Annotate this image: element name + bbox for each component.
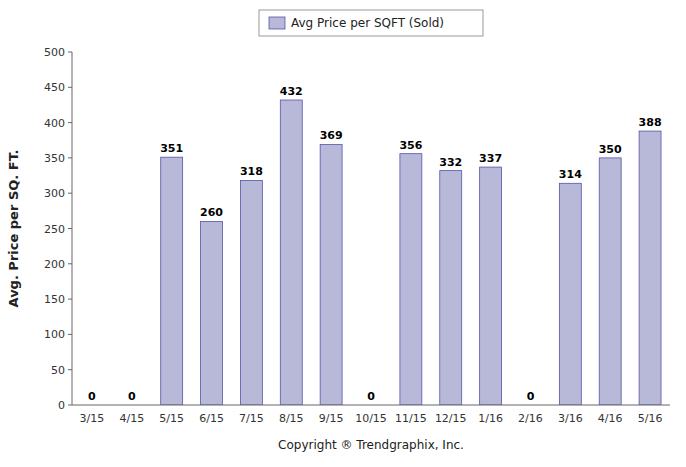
data-label: 318 [240,165,263,178]
data-label: 350 [599,143,622,156]
y-axis-label: Avg. Price per SQ. FT. [6,150,21,308]
y-tick-label: 400 [44,117,65,130]
bar [161,157,183,405]
bar [639,131,661,405]
y-tick [68,193,72,194]
y-tick [68,157,72,158]
y-tick-label: 150 [44,293,65,306]
x-tick-label: 3/15 [80,412,105,425]
chart-container: 0 0 351 260 318 432 369 0 356 332 337 0 314 350 388 0 50… [0,0,686,467]
x-axis: 3/15 4/15 5/15 6/15 7/15 8/15 9/15 10/15 11/15 12… [72,405,670,425]
x-axis-label: Copyright ® Trendgraphix, Inc. [278,438,464,452]
data-label: 0 [527,390,535,403]
x-tick-label: 10/15 [355,412,387,425]
y-tick [68,405,72,406]
x-tick-label: 9/15 [319,412,344,425]
bar [201,221,223,405]
data-label: 0 [128,390,136,403]
data-label: 332 [439,156,462,169]
x-tick-label: 7/15 [239,412,264,425]
data-label: 356 [399,139,422,152]
data-label: 351 [160,142,183,155]
y-tick-label: 200 [44,258,65,271]
bar [280,100,302,405]
bar [320,144,342,405]
y-tick [68,228,72,229]
y-tick [68,334,72,335]
y-tick-label: 50 [51,364,65,377]
data-labels: 0 0 351 260 318 432 369 0 356 332 337 0 314 350 388 [88,85,661,403]
x-tick-label: 8/15 [279,412,304,425]
x-tick-label: 6/15 [199,412,224,425]
legend-box [259,10,483,36]
bars [161,100,661,405]
y-tick [68,87,72,88]
y-tick-label: 100 [44,328,65,341]
y-axis: 0 50 100 150 200 250 300 350 400 450 500 [44,46,72,412]
bar [559,183,581,405]
data-label: 432 [280,85,303,98]
y-tick-label: 300 [44,187,65,200]
bar [440,171,462,405]
y-tick [68,299,72,300]
x-tick-label: 5/16 [638,412,663,425]
chart: 0 0 351 260 318 432 369 0 356 332 337 0 314 350 388 0 50… [0,0,686,467]
legend: Avg Price per SQFT (Sold) [259,10,483,36]
y-tick-label: 450 [44,81,65,94]
x-tick-label: 12/15 [435,412,467,425]
y-tick-label: 0 [58,399,65,412]
data-label: 337 [479,152,502,165]
x-tick-label: 3/16 [558,412,583,425]
bar [599,158,621,405]
x-tick-label: 2/16 [518,412,543,425]
y-tick [68,263,72,264]
y-tick-label: 250 [44,223,65,236]
background [0,0,686,467]
bar [240,180,262,405]
x-tick-label: 11/15 [395,412,427,425]
y-tick-label: 350 [44,152,65,165]
data-label: 369 [320,129,343,142]
bar [400,154,422,405]
y-tick [68,369,72,370]
data-label: 0 [367,390,375,403]
legend-label: Avg Price per SQFT (Sold) [291,16,444,30]
y-tick [68,52,72,53]
x-tick-label: 5/15 [159,412,184,425]
x-tick-label: 1/16 [478,412,503,425]
data-label: 388 [639,116,662,129]
data-label: 0 [88,390,96,403]
legend-swatch [269,17,285,29]
x-axis-line [72,405,670,406]
y-tick [68,122,72,123]
data-label: 260 [200,206,223,219]
y-tick-label: 500 [44,46,65,59]
x-tick-label: 4/16 [598,412,623,425]
bar [480,167,502,405]
data-label: 314 [559,168,582,181]
x-tick-label: 4/15 [119,412,144,425]
